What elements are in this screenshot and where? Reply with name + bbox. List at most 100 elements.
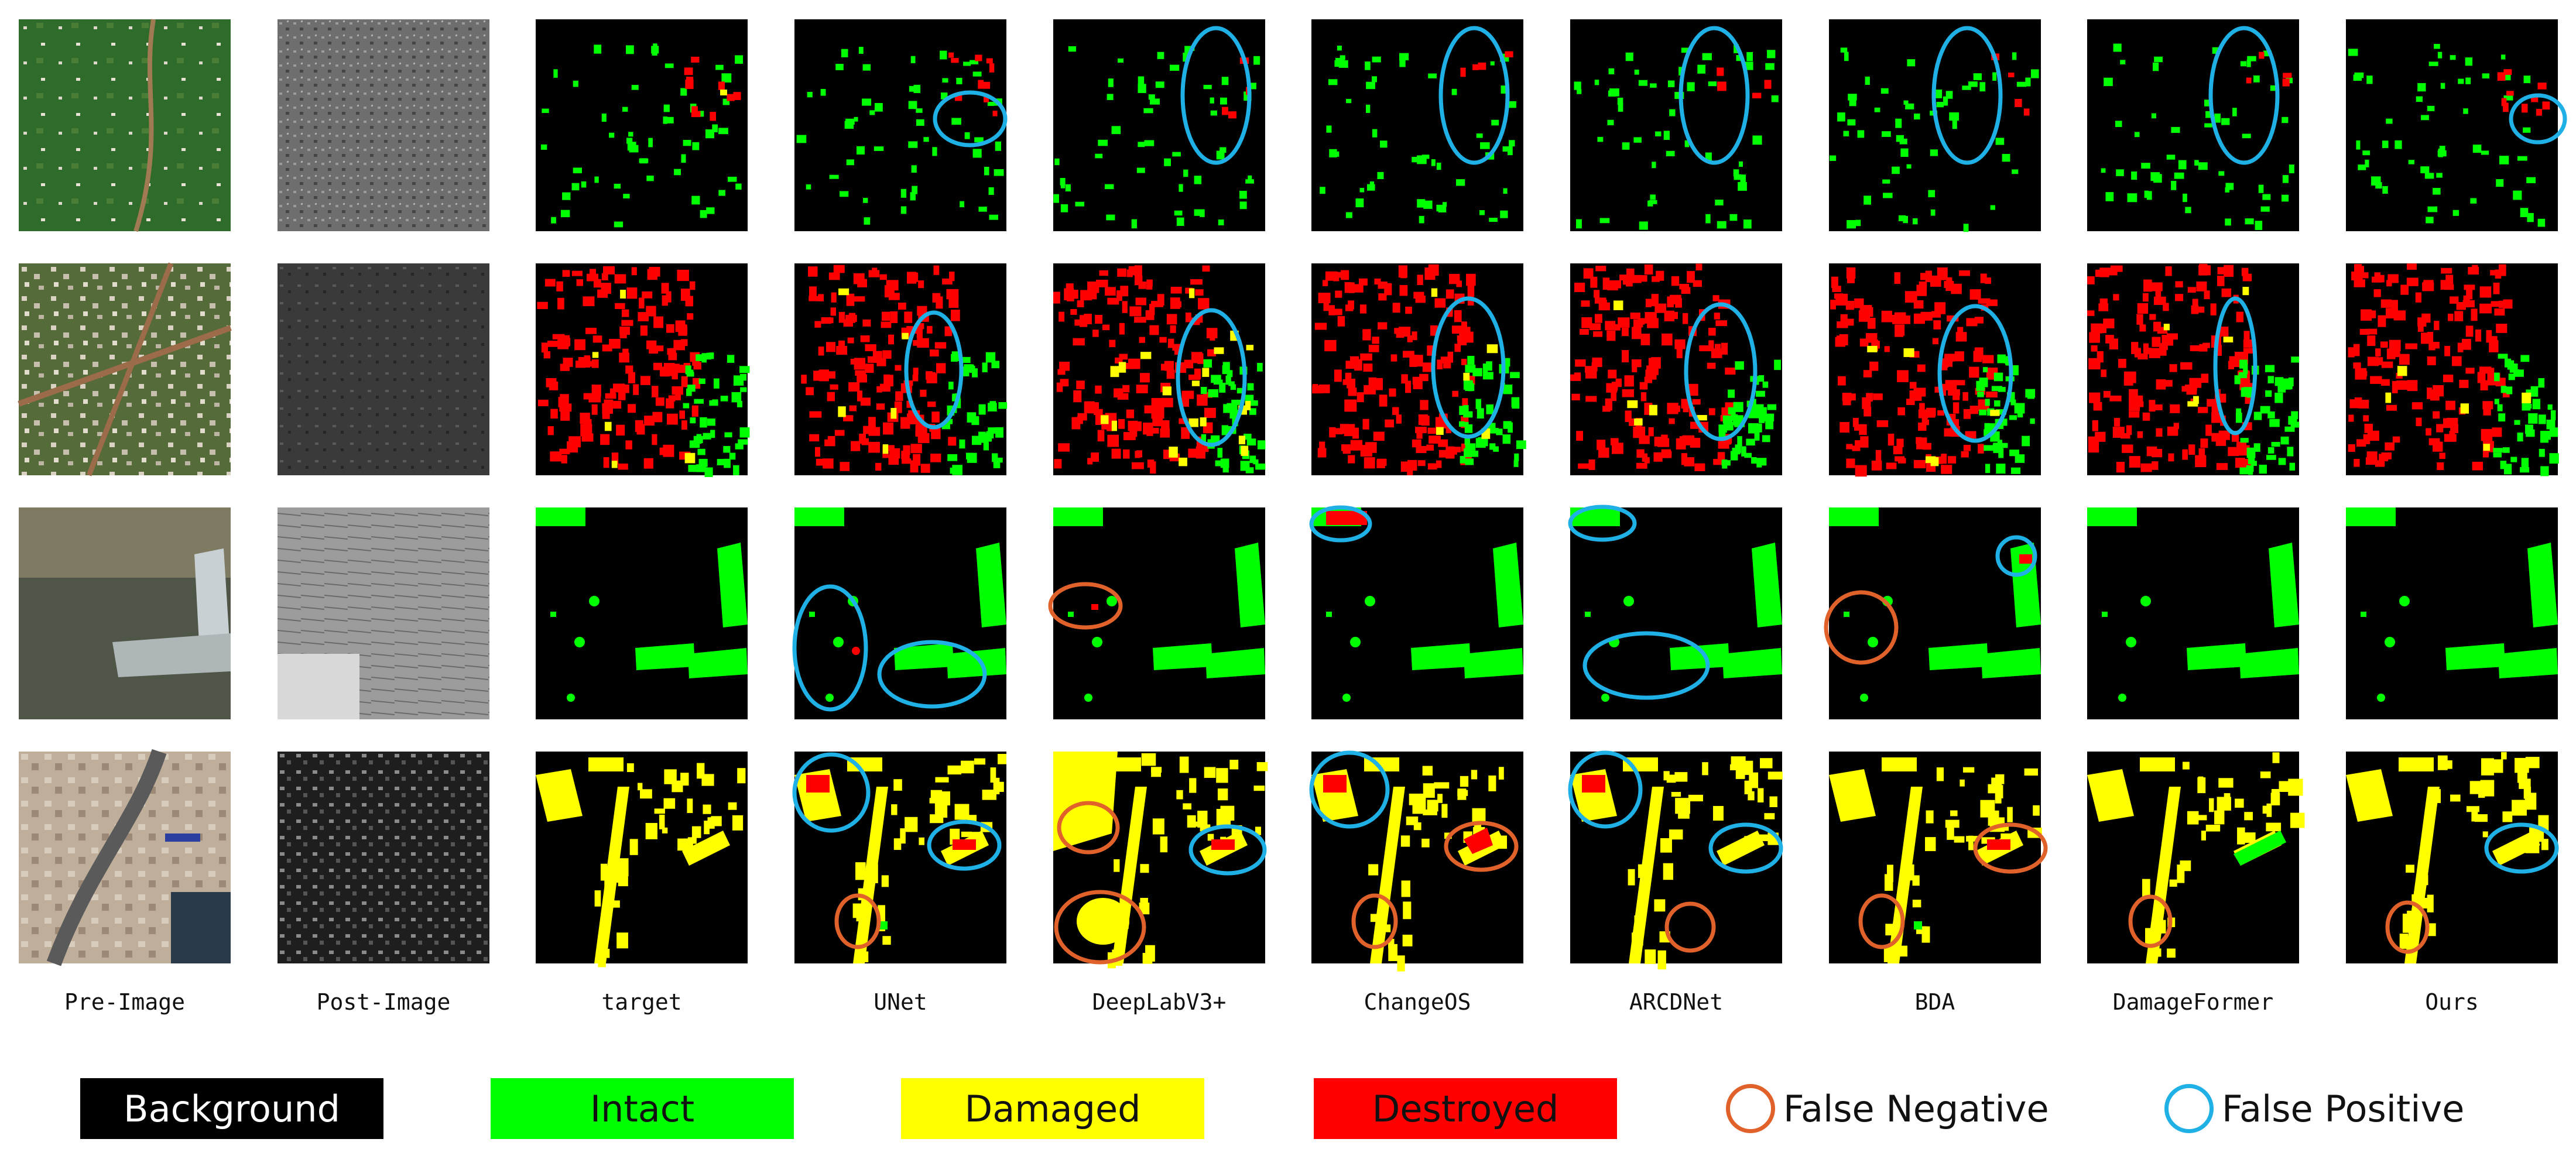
damaged-building — [1663, 863, 1673, 880]
destroyed-building — [2391, 300, 2398, 311]
destroyed-building — [1095, 315, 1103, 324]
mask-background — [1053, 507, 1265, 719]
intact-building — [574, 637, 585, 647]
damaged-building — [1256, 762, 1268, 771]
destroyed-building — [2502, 390, 2510, 397]
destroyed-building — [2210, 303, 2217, 315]
destroyed-building — [2471, 308, 2478, 321]
intact-building — [1326, 612, 1332, 617]
intact-building — [674, 169, 681, 176]
damaged-building — [1743, 760, 1753, 775]
destroyed-building — [910, 444, 922, 454]
destroyed-building — [1839, 421, 1850, 433]
intact-building — [2104, 77, 2113, 87]
destroyed-building — [1119, 354, 1128, 360]
intact-building — [1501, 85, 1506, 94]
destroyed-building — [2099, 298, 2108, 306]
destroyed-building — [2439, 452, 2445, 459]
destroyed-building — [588, 395, 601, 403]
intact-building — [1131, 219, 1138, 229]
destroyed-building — [2088, 436, 2095, 442]
intact-building — [1493, 543, 1523, 627]
destroyed-building — [2355, 368, 2367, 380]
intact-building — [1068, 46, 1077, 52]
destroyed-building — [2105, 335, 2114, 344]
intact-building — [681, 154, 686, 163]
destroyed-building — [926, 371, 933, 380]
destroyed-building — [886, 280, 899, 291]
intact-building — [985, 352, 996, 363]
intact-building — [846, 159, 854, 166]
destroyed-building — [1859, 338, 1869, 347]
destroyed-building — [2196, 281, 2207, 291]
intact-building — [2506, 386, 2513, 395]
damaged-building — [1966, 836, 1979, 842]
destroyed-building — [578, 357, 591, 364]
destroyed-building — [1184, 359, 1194, 369]
intact-building — [2523, 127, 2531, 133]
intact-building — [1968, 81, 1978, 87]
destroyed-building — [1060, 379, 1069, 387]
destroyed-building — [865, 344, 876, 351]
intact-building — [1235, 543, 1265, 627]
intact-building — [910, 56, 916, 63]
destroyed-building — [2465, 325, 2474, 337]
destroyed-building — [667, 348, 676, 355]
destroyed-building — [1345, 304, 1354, 311]
destroyed-building — [1953, 419, 1960, 431]
destroyed-building — [1574, 282, 1585, 292]
false-negative-ring — [2385, 900, 2430, 954]
intact-building — [1982, 367, 1988, 373]
intact-building — [909, 85, 917, 92]
intact-building — [1622, 142, 1630, 150]
damaged-building — [1152, 818, 1164, 835]
intact-building — [1898, 215, 1906, 221]
destroyed-building — [825, 342, 836, 352]
destroyed-building — [2236, 441, 2247, 451]
intact-building — [1513, 460, 1519, 467]
intact-building — [1738, 181, 1747, 191]
damaged-building — [1430, 805, 1435, 814]
intact-building — [1136, 167, 1145, 173]
intact-building — [988, 187, 994, 195]
damaged-building — [684, 452, 696, 464]
destroyed-building — [2497, 72, 2506, 81]
intact-building — [718, 128, 728, 135]
intact-building — [2185, 207, 2191, 214]
destroyed-building — [1123, 432, 1136, 441]
mask-background — [794, 507, 1006, 719]
destroyed-building — [1399, 327, 1411, 337]
intact-building — [2178, 160, 2187, 170]
intact-building — [2500, 54, 2506, 60]
destroyed-building — [1717, 81, 1727, 91]
intact-building — [807, 91, 813, 98]
destroyed-building — [1840, 314, 1848, 322]
intact-building — [940, 50, 947, 60]
destroyed-building — [600, 434, 610, 445]
intact-building — [2245, 218, 2254, 225]
intact-building — [2499, 156, 2509, 164]
damaged-building — [2205, 824, 2221, 832]
intact-building — [1249, 455, 1256, 464]
damaged-building — [1945, 819, 1960, 828]
mask-background — [2346, 507, 2558, 719]
intact-building — [833, 637, 844, 647]
intact-building — [1575, 219, 1582, 229]
damaged-building — [1224, 816, 1231, 826]
destroyed-building — [1607, 282, 1618, 291]
destroyed-building — [622, 348, 629, 361]
intact-building — [2025, 389, 2036, 398]
intact-building — [2540, 431, 2551, 440]
destroyed-building — [1854, 440, 1862, 447]
destroyed-building — [1837, 321, 1848, 328]
intact-building — [2260, 206, 2270, 212]
destroyed-building — [2406, 277, 2419, 286]
destroyed-building — [975, 54, 982, 61]
destroyed-building — [691, 405, 698, 417]
intact-building — [2504, 358, 2512, 368]
damaged-building — [2272, 752, 2280, 763]
intact-building — [1216, 150, 1225, 160]
destroyed-building — [860, 335, 870, 342]
intact-building — [2290, 421, 2300, 428]
damaged-building — [629, 839, 638, 855]
